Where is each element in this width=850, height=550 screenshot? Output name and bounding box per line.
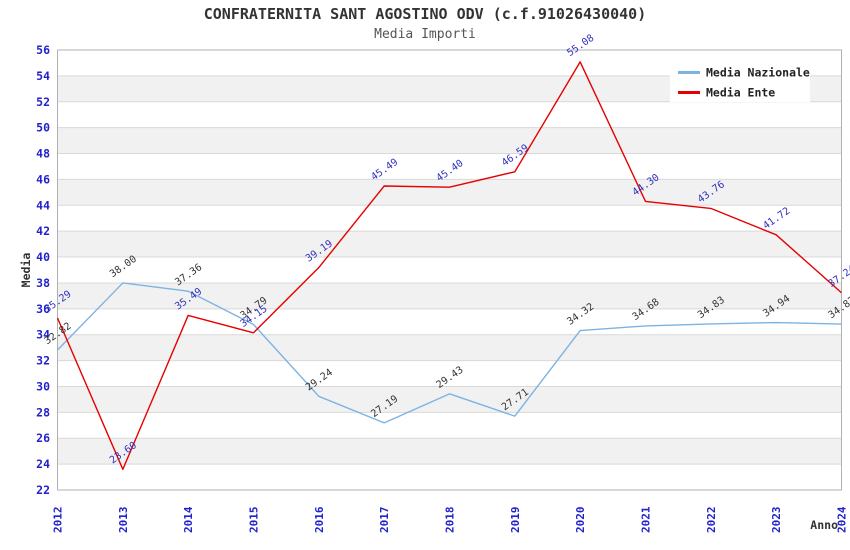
- svg-text:2017: 2017: [378, 507, 391, 534]
- svg-text:48: 48: [36, 147, 50, 161]
- svg-text:2019: 2019: [509, 507, 522, 534]
- svg-text:54: 54: [36, 69, 50, 83]
- svg-text:42: 42: [36, 224, 50, 238]
- svg-text:28: 28: [36, 405, 50, 419]
- svg-text:2016: 2016: [313, 506, 326, 533]
- svg-text:34: 34: [36, 328, 50, 342]
- svg-text:56: 56: [36, 43, 50, 57]
- plot-bands: [57, 75, 842, 465]
- svg-text:38: 38: [36, 276, 50, 290]
- svg-text:22: 22: [36, 483, 50, 497]
- legend: Media Nazionale Media Ente: [670, 58, 810, 102]
- x-axis-title: Anno: [810, 518, 838, 532]
- svg-text:41.72: 41.72: [761, 206, 792, 232]
- legend-label-media-nazionale: Media Nazionale: [706, 66, 810, 80]
- svg-text:36: 36: [36, 302, 50, 316]
- legend-label-media-ente: Media Ente: [706, 86, 775, 100]
- svg-text:40: 40: [36, 250, 50, 264]
- chart-subtitle: Media Importi: [374, 27, 476, 42]
- svg-text:2015: 2015: [248, 507, 261, 534]
- series-line-media-nazionale: [56, 282, 842, 424]
- svg-text:50: 50: [36, 121, 50, 135]
- svg-text:2023: 2023: [770, 507, 783, 534]
- svg-text:2022: 2022: [705, 507, 718, 534]
- y-axis-title: Media: [19, 253, 33, 288]
- svg-text:38.00: 38.00: [108, 254, 139, 280]
- svg-text:24: 24: [36, 457, 50, 471]
- svg-text:37.24: 37.24: [827, 264, 850, 290]
- plot-border: [57, 49, 842, 491]
- svg-text:52: 52: [36, 95, 50, 109]
- y-axis-ticks: 22 24 26 28 30 32 34 36 38 40 42 44 46 48 50 52 54 56: [36, 43, 50, 497]
- svg-text:2013: 2013: [117, 507, 130, 534]
- svg-text:2020: 2020: [574, 507, 587, 534]
- svg-text:26: 26: [36, 431, 50, 445]
- svg-text:2021: 2021: [640, 506, 653, 533]
- svg-text:2014: 2014: [182, 506, 195, 533]
- svg-text:2018: 2018: [444, 507, 457, 534]
- svg-text:30: 30: [36, 379, 50, 393]
- svg-text:44: 44: [36, 198, 50, 212]
- svg-text:46: 46: [36, 172, 50, 186]
- gridlines: [57, 75, 842, 465]
- chart-title: CONFRATERNITA SANT AGOSTINO ODV (c.f.910…: [203, 5, 647, 23]
- svg-text:32: 32: [36, 354, 50, 368]
- svg-text:2012: 2012: [52, 507, 65, 534]
- series-line-media-ente: [56, 61, 842, 470]
- x-axis-ticks: 2012 2013 2014 2015 2016 2017 2018 2019 2020 2021…: [52, 506, 849, 533]
- svg-text:2024: 2024: [836, 506, 849, 533]
- svg-text:55.08: 55.08: [565, 33, 596, 59]
